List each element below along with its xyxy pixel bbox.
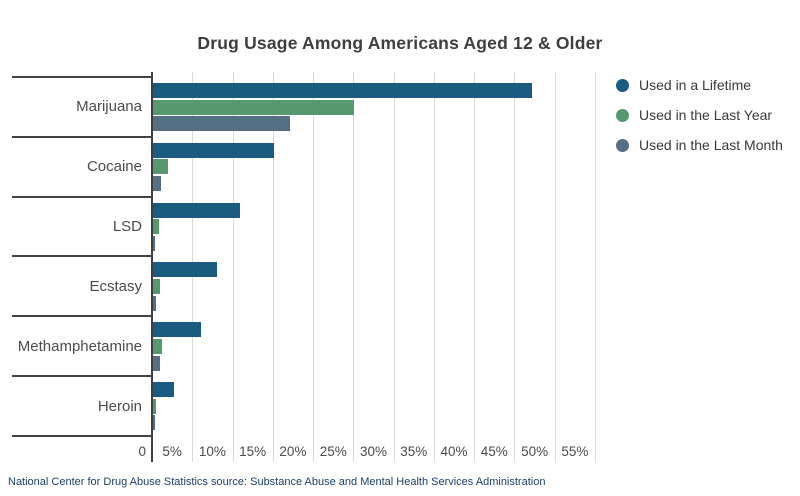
category-separator [12,195,152,198]
category-label-lsd: LSD [112,218,142,236]
category-label-marijuana: Marijuana [76,98,142,116]
x-tick-label: 35% [400,444,428,459]
x-tick-label: 45% [480,444,508,459]
legend-item-last-year: Used in the Last Year [616,100,783,130]
legend-label: Used in the Last Month [639,137,783,153]
x-gridline [393,72,395,462]
category-label-heroin: Heroin [97,397,142,415]
category-label-ecstasy: Ecstasy [89,277,142,295]
bar-ecstasy-last-month [153,295,157,311]
bar-lsd-last-year [153,219,160,235]
x-tick-label: 0 [138,444,146,459]
x-gridline [433,72,435,462]
bar-methamphetamine-last-month [153,355,161,371]
category-label-methamphetamine: Methamphetamine [17,337,142,355]
x-gridline [232,72,234,462]
chart-title: Drug Usage Among Americans Aged 12 & Old… [197,33,603,53]
legend-marker-lifetime-icon [616,78,629,92]
legend: Used in a Lifetime Used in the Last Year U… [616,70,783,160]
x-tick-label: 40% [440,444,468,459]
category-separator [12,255,152,258]
category-label-cocaine: Cocaine [86,158,142,176]
bar-marijuana-last-year [153,99,354,115]
bar-methamphetamine-last-year [153,338,162,354]
bar-ecstasy-last-year [153,279,161,295]
x-gridline [514,72,516,462]
x-tick-label: 25% [319,444,347,459]
bar-marijuana-lifetime [153,83,533,98]
x-gridline [272,72,274,462]
x-gridline [595,72,596,462]
bar-heroin-lifetime [153,382,174,398]
x-tick-label: 20% [279,444,307,459]
legend-label: Used in the Last Year [639,107,773,123]
legend-marker-last-month-icon [616,138,629,152]
bar-methamphetamine-lifetime [153,322,201,338]
category-separator [12,76,152,78]
bar-cocaine-last-year [153,159,169,175]
category-separator [12,434,152,437]
bar-heroin-last-month [153,415,155,431]
x-gridline [474,72,476,462]
x-gridline [554,72,556,462]
x-tick-label: 15% [239,444,267,459]
x-tick-label: 5% [162,444,182,459]
x-gridline [313,72,315,462]
bar-heroin-last-year [153,398,157,414]
bar-lsd-last-month [153,235,156,251]
x-tick-label: 10% [198,444,226,459]
x-gridline [353,72,355,462]
category-separator [12,135,152,138]
legend-marker-last-year-icon [616,108,629,122]
x-tick-label: 50% [521,444,549,459]
y-axis-line [151,72,153,462]
bar-lsd-lifetime [153,202,240,218]
legend-item-lifetime: Used in a Lifetime [616,70,783,100]
source-note: National Center for Drug Abuse Statistic… [8,476,546,488]
bar-ecstasy-lifetime [153,262,218,278]
legend-label: Used in a Lifetime [639,77,752,93]
legend-item-last-month: Used in the Last Month [616,130,783,160]
category-separator [12,315,152,318]
x-tick-label: 55% [561,444,589,459]
bar-marijuana-last-month [153,116,290,132]
bar-cocaine-last-month [153,176,162,192]
bar-cocaine-lifetime [153,142,274,158]
x-tick-label: 30% [359,444,387,459]
category-separator [12,375,152,378]
